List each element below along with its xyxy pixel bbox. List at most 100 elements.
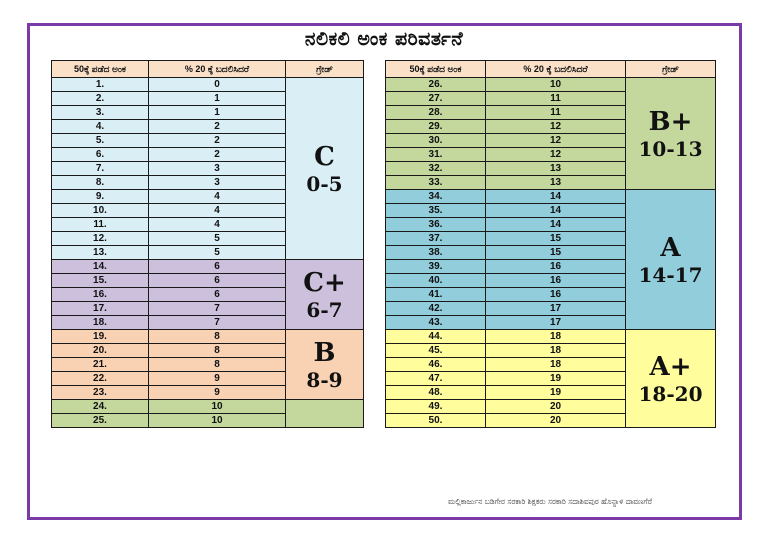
marks-out-of-50-cell: 35. (385, 203, 486, 218)
grade-range: 10-13 (638, 136, 703, 161)
table-header-row: 50ಕ್ಕೆ ಪಡೆದ ಅಂಕ % 20 ಕ್ಕೆ ಬದಲಿಸಿದರೆ ಗ್ರೇ… (385, 60, 716, 78)
marks-out-of-50-cell: 25. (51, 413, 149, 428)
marks-out-of-50-cell: 24. (51, 399, 149, 414)
table-row: 43. 17 (385, 315, 716, 330)
marks-out-of-50-cell: 9. (51, 189, 149, 204)
header-marks-50: 50ಕ್ಕೆ ಪಡೆದ ಅಂಕ (51, 60, 149, 78)
table-row: 1. 0 C 0-5 (51, 77, 364, 260)
marks-out-of-50-cell: 45. (385, 343, 486, 358)
marks-out-of-50-cell: 19. (51, 329, 149, 344)
marks-out-of-50-cell: 15. (51, 273, 149, 288)
marks-out-of-50-cell: 13. (51, 245, 149, 260)
table-header-row: 50ಕ್ಕೆ ಪಡೆದ ಅಂಕ % 20 ಕ್ಕೆ ಬದಲಿಸಿದರೆ ಗ್ರೇ… (51, 60, 364, 78)
header-grade: ಗ್ರೇಡ್ (625, 60, 716, 78)
marks-out-of-50-cell: 26. (385, 77, 486, 92)
grade-cell: C 0-5 (285, 77, 364, 260)
marks-out-of-20-cell: 14 (485, 203, 626, 218)
marks-out-of-20-cell: 15 (485, 245, 626, 260)
marks-out-of-50-cell: 43. (385, 315, 486, 330)
marks-out-of-50-cell: 6. (51, 147, 149, 162)
table-row: 44. 18 A+ 18-20 (385, 329, 716, 428)
table-row: 24. 10 (51, 399, 364, 428)
grade-cell (285, 399, 364, 428)
grade-cell: A 14-17 (625, 189, 716, 330)
marks-out-of-50-cell: 12. (51, 231, 149, 246)
left-conversion-table: 50ಕ್ಕೆ ಪಡೆದ ಅಂಕ % 20 ಕ್ಕೆ ಬದಲಿಸಿದರೆ ಗ್ರೇ… (51, 60, 364, 428)
marks-out-of-20-cell: 2 (148, 133, 286, 148)
marks-out-of-50-cell: 32. (385, 161, 486, 176)
marks-out-of-20-cell: 4 (148, 217, 286, 232)
right-conversion-table: 50ಕ್ಕೆ ಪಡೆದ ಅಂಕ % 20 ಕ್ಕೆ ಬದಲಿಸಿದರೆ ಗ್ರೇ… (385, 60, 716, 428)
marks-out-of-50-cell: 50. (385, 413, 486, 428)
marks-out-of-50-cell: 8. (51, 175, 149, 190)
header-marks-20: % 20 ಕ್ಕೆ ಬದಲಿಸಿದರೆ (148, 60, 286, 78)
marks-out-of-20-cell: 18 (485, 343, 626, 358)
marks-out-of-50-cell: 28. (385, 105, 486, 120)
marks-out-of-50-cell: 42. (385, 301, 486, 316)
marks-out-of-20-cell: 9 (148, 385, 286, 400)
marks-out-of-50-cell: 33. (385, 175, 486, 190)
marks-out-of-20-cell: 14 (485, 217, 626, 232)
marks-out-of-50-cell: 11. (51, 217, 149, 232)
page-title: ನಲಿಕಲಿ ಅಂಕ ಪರಿವರ್ತನೆ (304, 28, 464, 50)
marks-out-of-20-cell: 13 (485, 161, 626, 176)
marks-out-of-20-cell: 16 (485, 259, 626, 274)
marks-out-of-50-cell: 27. (385, 91, 486, 106)
marks-out-of-50-cell: 38. (385, 245, 486, 260)
marks-out-of-50-cell: 18. (51, 315, 149, 330)
marks-out-of-20-cell: 12 (485, 147, 626, 162)
grade-letter: A (660, 232, 681, 263)
grade-letter: A+ (649, 351, 692, 382)
marks-out-of-20-cell: 5 (148, 245, 286, 260)
marks-out-of-20-cell: 8 (148, 357, 286, 372)
header-marks-20: % 20 ಕ್ಕೆ ಬದಲಿಸಿದರೆ (485, 60, 626, 78)
marks-out-of-20-cell: 15 (485, 231, 626, 246)
marks-out-of-20-cell: 19 (485, 371, 626, 386)
marks-out-of-20-cell: 12 (485, 133, 626, 148)
marks-out-of-20-cell: 20 (485, 399, 626, 414)
marks-out-of-50-cell: 41. (385, 287, 486, 302)
marks-out-of-20-cell: 0 (148, 77, 286, 92)
marks-out-of-20-cell: 11 (485, 91, 626, 106)
marks-out-of-50-cell: 29. (385, 119, 486, 134)
marks-out-of-20-cell: 10 (148, 413, 286, 428)
marks-out-of-50-cell: 1. (51, 77, 149, 92)
marks-out-of-20-cell: 17 (485, 315, 626, 330)
marks-out-of-20-cell: 8 (148, 329, 286, 344)
marks-out-of-50-cell: 49. (385, 399, 486, 414)
marks-out-of-50-cell: 30. (385, 133, 486, 148)
grade-letter: C (314, 141, 335, 172)
marks-out-of-20-cell: 18 (485, 357, 626, 372)
marks-out-of-50-cell: 34. (385, 189, 486, 204)
marks-out-of-20-cell: 10 (148, 399, 286, 414)
marks-out-of-50-cell: 3. (51, 105, 149, 120)
marks-out-of-50-cell: 47. (385, 371, 486, 386)
marks-out-of-50-cell: 48. (385, 385, 486, 400)
marks-out-of-20-cell: 2 (148, 147, 286, 162)
marks-out-of-20-cell: 5 (148, 231, 286, 246)
marks-out-of-20-cell: 3 (148, 161, 286, 176)
marks-out-of-20-cell: 16 (485, 273, 626, 288)
marks-out-of-50-cell: 20. (51, 343, 149, 358)
marks-out-of-50-cell: 10. (51, 203, 149, 218)
marks-out-of-50-cell: 16. (51, 287, 149, 302)
marks-out-of-50-cell: 2. (51, 91, 149, 106)
marks-out-of-20-cell: 9 (148, 371, 286, 386)
marks-out-of-20-cell: 12 (485, 119, 626, 134)
marks-out-of-50-cell: 22. (51, 371, 149, 386)
marks-out-of-20-cell: 1 (148, 105, 286, 120)
marks-out-of-20-cell: 13 (485, 175, 626, 190)
marks-out-of-20-cell: 8 (148, 343, 286, 358)
marks-out-of-20-cell: 7 (148, 301, 286, 316)
marks-out-of-50-cell: 39. (385, 259, 486, 274)
grade-cell: B+ 10-13 (625, 77, 716, 190)
marks-out-of-50-cell: 31. (385, 147, 486, 162)
marks-out-of-20-cell: 10 (485, 77, 626, 92)
marks-out-of-20-cell: 4 (148, 189, 286, 204)
marks-out-of-50-cell: 5. (51, 133, 149, 148)
grade-range: 6-7 (306, 297, 343, 322)
marks-out-of-50-cell: 40. (385, 273, 486, 288)
marks-out-of-50-cell: 21. (51, 357, 149, 372)
marks-out-of-20-cell: 6 (148, 287, 286, 302)
table-row: 34. 14 A 14-17 (385, 189, 716, 330)
